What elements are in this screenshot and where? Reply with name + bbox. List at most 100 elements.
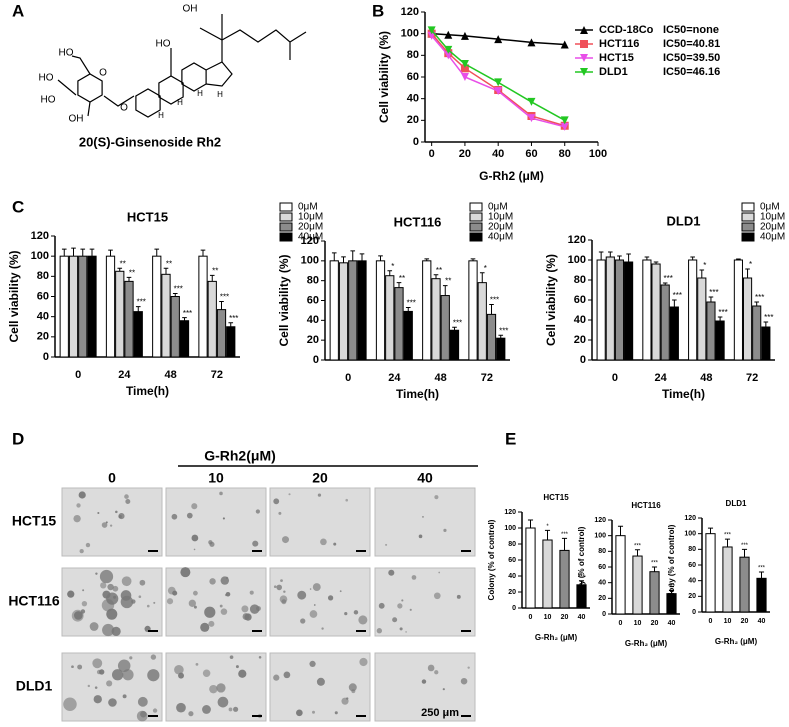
- colony: [77, 664, 83, 670]
- colony: [188, 711, 194, 717]
- ic50-label: IC50=39.50: [663, 52, 720, 64]
- marker: [580, 68, 588, 76]
- significance-label: ***: [220, 293, 229, 302]
- colony: [192, 590, 198, 596]
- y-tick-label: 80: [407, 49, 419, 61]
- error-bar: [108, 249, 113, 257]
- colony: [438, 571, 441, 574]
- colony: [220, 576, 230, 585]
- marker: [444, 51, 453, 60]
- y-tick-label: 100: [301, 255, 319, 267]
- bar: [152, 255, 162, 358]
- error-bar: [561, 537, 568, 551]
- y-tick-label: 40: [37, 311, 49, 323]
- colony: [288, 493, 291, 496]
- colony: [176, 702, 186, 713]
- x-tick-label: 20: [651, 620, 659, 627]
- y-tick-label: 80: [688, 546, 696, 553]
- bar: [105, 255, 116, 358]
- marker: [494, 78, 503, 87]
- significance-label: ***: [709, 288, 718, 297]
- legend-label: 10μM: [488, 212, 513, 223]
- colony: [153, 601, 156, 604]
- colony: [418, 534, 423, 539]
- bar: [440, 295, 450, 361]
- colony: [297, 590, 307, 600]
- y-tick-label: 100: [401, 28, 419, 40]
- significance-label: **: [399, 274, 405, 283]
- colony: [180, 567, 191, 578]
- colony: [76, 503, 81, 508]
- error-bar: [89, 248, 95, 257]
- panel-label: C: [12, 197, 24, 216]
- colony-image: [374, 487, 476, 557]
- colony-image: [61, 487, 163, 557]
- error-bar: [634, 549, 641, 557]
- y-tick-label: 60: [598, 564, 606, 571]
- y-tick-label: 100: [594, 533, 606, 540]
- bar: [394, 287, 404, 361]
- x-tick-label: 48: [700, 372, 712, 384]
- colony: [378, 602, 385, 609]
- bar: [385, 275, 395, 361]
- colony: [320, 538, 327, 546]
- significance-label: ***: [718, 308, 727, 317]
- atom-label: HO: [156, 39, 171, 50]
- significance-label: **: [129, 268, 135, 277]
- colony: [138, 595, 142, 599]
- bar: [624, 261, 634, 361]
- colony: [171, 513, 178, 520]
- colony: [111, 669, 124, 681]
- legend-label: 10μM: [298, 212, 323, 223]
- y-tick-label: 60: [688, 562, 696, 569]
- marker: [460, 31, 469, 40]
- colony: [219, 491, 223, 496]
- significance-label: ***: [561, 532, 569, 538]
- bar: [198, 255, 208, 358]
- x-tick-label: 0: [529, 614, 533, 621]
- colony: [222, 517, 225, 520]
- colony: [392, 617, 398, 623]
- marker: [460, 60, 469, 68]
- y-tick-label: 20: [37, 331, 49, 343]
- significance-label: ***: [651, 561, 659, 567]
- bar: [59, 255, 69, 358]
- error-bar: [736, 258, 741, 260]
- significance-label: ***: [578, 574, 586, 580]
- colony: [456, 594, 461, 599]
- significance-label: ***: [673, 291, 682, 300]
- colony: [341, 697, 349, 705]
- colony-image: [374, 652, 476, 722]
- ring-bond: [135, 88, 161, 118]
- y-tick-label: 20: [574, 334, 586, 346]
- y-tick-label: 80: [574, 274, 586, 286]
- colony: [137, 696, 148, 707]
- error-bar: [699, 269, 705, 278]
- legend-swatch: [469, 222, 483, 232]
- colony: [296, 709, 303, 717]
- x-axis-label: Time(h): [126, 384, 169, 398]
- y-tick-label: 40: [508, 573, 516, 580]
- legend-swatch: [741, 232, 755, 242]
- error-bar: [331, 252, 337, 261]
- bar: [651, 263, 661, 361]
- colony: [115, 510, 118, 514]
- y-axis-label: Cell viability (%): [377, 31, 391, 123]
- colony: [87, 684, 91, 688]
- legend-swatch: [279, 212, 293, 222]
- marker: [494, 87, 503, 96]
- y-tick-label: 60: [407, 71, 419, 83]
- atom-label: O: [99, 68, 107, 79]
- colony: [401, 599, 404, 602]
- colony: [140, 711, 147, 718]
- significance-label: ***: [490, 296, 499, 305]
- bar: [596, 259, 606, 361]
- legend-swatch: [741, 222, 755, 232]
- colony: [283, 590, 286, 593]
- colony: [146, 604, 150, 608]
- y-tick-label: 20: [598, 595, 606, 602]
- colony: [152, 708, 158, 713]
- error-bar: [350, 250, 356, 261]
- y-tick-label: 60: [37, 290, 49, 302]
- scale-bar-label: 250 μm: [421, 707, 459, 719]
